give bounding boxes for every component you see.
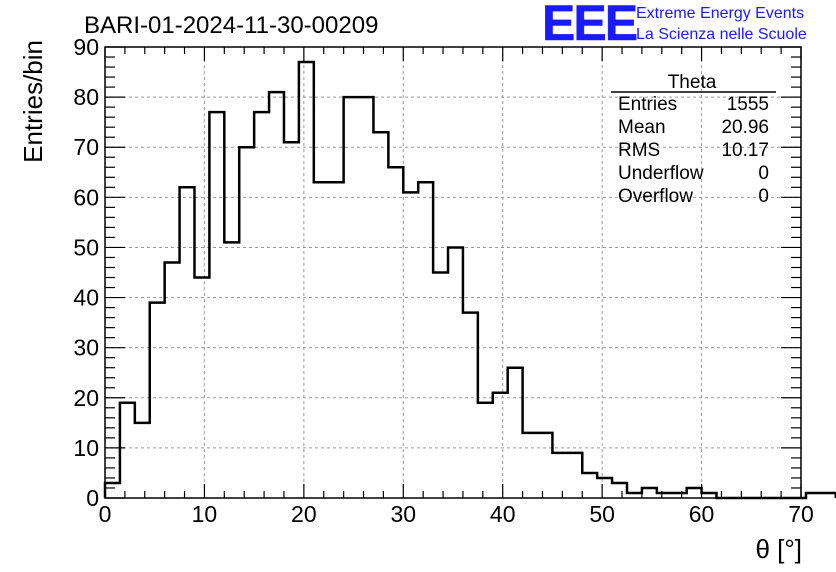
stats-row-value: 0 <box>758 186 769 207</box>
stats-row-label: Mean <box>618 117 666 138</box>
stats-row-label: Overflow <box>618 186 693 207</box>
chart-title: BARI-01-2024-11-30-00209 <box>84 12 378 39</box>
y-axis-label: Entries/bin <box>18 40 48 163</box>
stats-row-value: 20.96 <box>721 117 769 138</box>
x-axis-label: θ [°] <box>755 534 802 564</box>
stats-box: Theta Entries 1555 Mean 20.96 RMS 10.17 Underf… <box>611 72 776 207</box>
axis-ticks <box>104 46 802 499</box>
y-tick-label: 0 <box>86 485 99 511</box>
x-tick-label: 50 <box>589 501 615 527</box>
y-tick-label: 20 <box>73 385 99 411</box>
y-tick-label: 40 <box>73 285 99 311</box>
stats-row-value: 0 <box>758 163 769 184</box>
x-tick-label: 60 <box>689 501 715 527</box>
x-tick-label: 20 <box>291 501 317 527</box>
y-tick-label: 80 <box>73 84 99 110</box>
y-tick-label: 60 <box>73 184 99 210</box>
eee-logo-line2: La Scienza nelle Scuole <box>636 26 807 43</box>
axis-tick-labels: 0 10 20 30 40 50 60 70 0 10 20 30 40 50 60 70 80 90 <box>73 34 813 527</box>
stats-row-value: 10.17 <box>721 140 769 161</box>
eee-logo-line1: Extreme Energy Events <box>636 5 804 22</box>
plot-frame <box>104 46 802 499</box>
y-tick-label: 70 <box>73 134 99 160</box>
eee-logo-mark: EEE <box>542 0 637 51</box>
y-tick-label: 10 <box>73 435 99 461</box>
eee-logo: EEE Extreme Energy Events La Scienza nel… <box>542 0 807 51</box>
y-tick-label: 90 <box>73 34 99 60</box>
x-tick-label: 40 <box>490 501 516 527</box>
x-tick-label: 0 <box>99 501 112 527</box>
y-tick-label: 30 <box>73 335 99 361</box>
y-tick-label: 50 <box>73 234 99 260</box>
x-tick-label: 70 <box>788 501 814 527</box>
stats-box-rows: Entries 1555 Mean 20.96 RMS 10.17 Underflow 0 Ov… <box>618 94 769 207</box>
stats-row-label: RMS <box>618 140 660 161</box>
x-tick-label: 10 <box>192 501 218 527</box>
x-tick-label: 30 <box>390 501 416 527</box>
stats-row-value: 1555 <box>727 94 769 115</box>
stats-box-name: Theta <box>668 72 717 93</box>
histogram-series <box>103 60 836 500</box>
stats-row-label: Underflow <box>618 163 704 184</box>
stats-row-label: Entries <box>618 94 677 115</box>
